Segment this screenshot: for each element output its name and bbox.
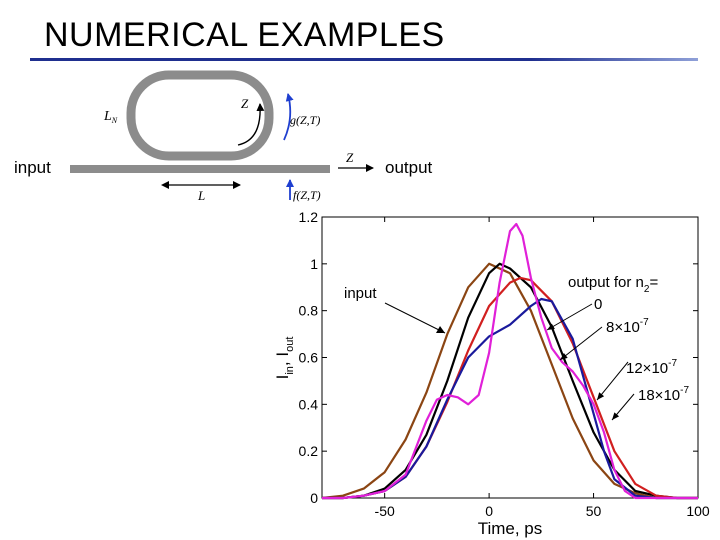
series-line-3	[322, 276, 698, 500]
title-underline	[30, 58, 698, 61]
x-tick-label: -50	[375, 503, 395, 519]
bus-waveguide	[70, 165, 330, 173]
y-axis-label: Iin, Iout	[273, 337, 296, 380]
g-arrow	[283, 93, 294, 141]
y-tick-label: 0.6	[299, 350, 319, 366]
n2-label-arrow-2	[559, 326, 603, 361]
y-tick-label: 0.2	[299, 443, 319, 459]
coupling-length-label: L	[197, 188, 205, 203]
input-annotation-arrow	[384, 302, 446, 334]
series-line-1	[321, 262, 698, 500]
ring-direction-arrow	[237, 103, 265, 146]
n2-label-arrow-4	[611, 393, 635, 421]
series-line-5	[322, 222, 698, 500]
n2-label-arrow-1	[546, 303, 593, 331]
f-label: f(Z,T)	[293, 188, 321, 202]
n2-label-arrowhead-1	[547, 323, 555, 330]
n2-label-arrowhead-2	[560, 353, 568, 360]
y-tick-label: 1	[310, 256, 318, 272]
ring-resonator-diagram: LN Z g(Z,T) input output Z L f(Z,T)	[14, 70, 433, 203]
plot-frame	[321, 216, 699, 499]
g-label: g(Z,T)	[290, 113, 320, 127]
series-line-4	[322, 297, 698, 500]
input-annotation: input	[344, 285, 377, 302]
series-line-2	[322, 262, 698, 500]
y-tick-label: 0.4	[299, 396, 319, 412]
slide-title: NUMERICAL EXAMPLES	[44, 16, 445, 54]
ring-z-label: Z	[241, 96, 249, 111]
input-annotation-arrowhead	[436, 326, 445, 333]
bus-z-label: Z	[346, 150, 354, 165]
n2-label-arrowhead-3	[597, 392, 605, 400]
output-for-annotation: output for n2=	[568, 274, 658, 295]
n2-label-arrow-3	[596, 361, 629, 401]
x-axis-label: Time, ps	[478, 519, 543, 538]
input-label: input	[14, 158, 51, 177]
x-tick-label: 0	[485, 503, 493, 519]
n2-value-label-2: 8×10-7	[606, 317, 649, 336]
output-label: output	[385, 158, 433, 177]
n2-value-label-4: 18×10-7	[638, 385, 689, 404]
ring-waveguide	[126, 70, 274, 161]
n2-value-label-3: 12×10-7	[626, 358, 677, 377]
x-tick-label: 100	[686, 503, 710, 519]
n2-value-label-1: 0	[594, 296, 602, 313]
y-tick-label: 0	[310, 490, 318, 506]
ring-length-label: LN	[103, 109, 118, 125]
x-tick-label: 50	[586, 503, 602, 519]
y-tick-label: 0.8	[299, 303, 319, 319]
n2-label-arrowhead-4	[612, 412, 620, 420]
